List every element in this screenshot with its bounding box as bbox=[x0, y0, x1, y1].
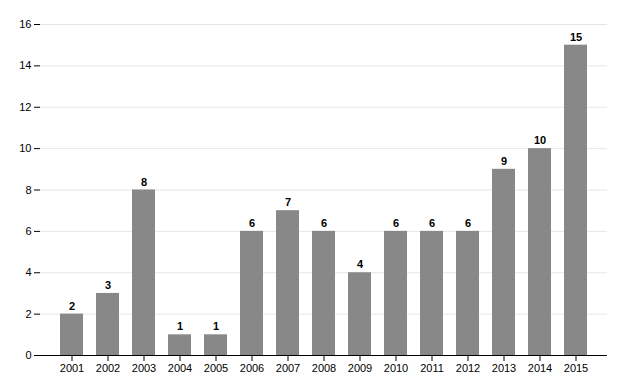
svg-text:2011: 2011 bbox=[420, 362, 444, 374]
svg-text:2015: 2015 bbox=[564, 362, 588, 374]
svg-text:2: 2 bbox=[69, 300, 75, 312]
svg-text:4: 4 bbox=[357, 258, 364, 270]
svg-text:6: 6 bbox=[249, 217, 255, 229]
svg-text:7: 7 bbox=[285, 196, 291, 208]
svg-text:6: 6 bbox=[393, 217, 399, 229]
svg-text:6: 6 bbox=[321, 217, 327, 229]
svg-text:8: 8 bbox=[25, 184, 31, 196]
svg-text:2012: 2012 bbox=[456, 362, 480, 374]
svg-text:2008: 2008 bbox=[312, 362, 336, 374]
svg-text:14: 14 bbox=[19, 59, 31, 71]
svg-text:10: 10 bbox=[534, 134, 546, 146]
svg-text:2010: 2010 bbox=[384, 362, 408, 374]
svg-text:2004: 2004 bbox=[168, 362, 192, 374]
svg-text:0: 0 bbox=[25, 349, 31, 361]
svg-text:16: 16 bbox=[19, 18, 31, 30]
svg-text:6: 6 bbox=[429, 217, 435, 229]
svg-text:2014: 2014 bbox=[528, 362, 552, 374]
svg-text:2003: 2003 bbox=[132, 362, 156, 374]
svg-text:2002: 2002 bbox=[96, 362, 120, 374]
svg-text:8: 8 bbox=[141, 176, 147, 188]
svg-text:6: 6 bbox=[465, 217, 471, 229]
svg-text:2001: 2001 bbox=[60, 362, 84, 374]
svg-text:1: 1 bbox=[213, 320, 219, 332]
svg-text:2005: 2005 bbox=[204, 362, 228, 374]
svg-text:2013: 2013 bbox=[492, 362, 516, 374]
svg-text:2: 2 bbox=[25, 308, 31, 320]
svg-text:12: 12 bbox=[19, 101, 31, 113]
svg-text:6: 6 bbox=[25, 225, 31, 237]
svg-text:1: 1 bbox=[177, 320, 183, 332]
svg-text:2007: 2007 bbox=[276, 362, 300, 374]
svg-text:2006: 2006 bbox=[240, 362, 264, 374]
svg-text:4: 4 bbox=[25, 266, 31, 278]
svg-text:15: 15 bbox=[570, 31, 582, 43]
svg-text:9: 9 bbox=[501, 155, 507, 167]
svg-text:3: 3 bbox=[105, 279, 111, 291]
svg-text:2009: 2009 bbox=[348, 362, 372, 374]
svg-text:10: 10 bbox=[19, 142, 31, 154]
